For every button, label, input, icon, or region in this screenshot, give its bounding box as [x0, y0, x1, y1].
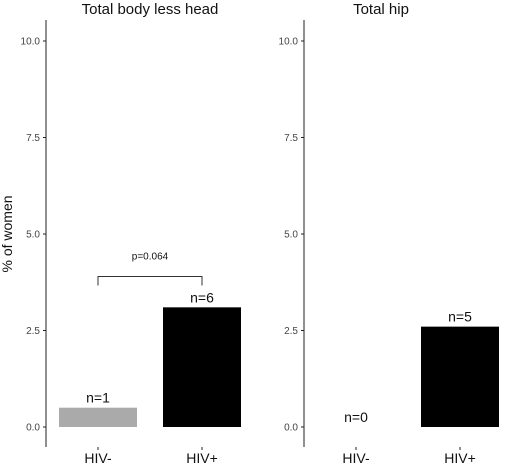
x-category-label: HIV- [342, 450, 370, 464]
x-category-label: HIV+ [444, 450, 476, 464]
y-tick-label: 2.5 [26, 326, 40, 337]
y-tick-label: 7.5 [26, 133, 40, 144]
y-tick-label: 5.0 [26, 230, 40, 241]
y-tick-label: 10.0 [21, 37, 41, 48]
bar-data-label: n=1 [86, 390, 110, 406]
bar-data-label: n=6 [190, 289, 214, 305]
bar [163, 307, 241, 427]
y-axis-label: % of women [0, 195, 15, 272]
y-tick-label: 0.0 [284, 423, 298, 434]
chart-title-1: Total hip [353, 1, 409, 18]
bar-data-label: n=5 [448, 309, 472, 325]
bar [421, 326, 499, 427]
y-tick-label: 7.5 [284, 133, 298, 144]
y-tick-label: 10.0 [279, 37, 299, 48]
y-tick-label: 0.0 [26, 423, 40, 434]
chart-title-0: Total body less head [82, 1, 219, 18]
p-value-label: p=0.064 [132, 251, 169, 262]
x-category-label: HIV+ [186, 450, 218, 464]
x-category-label: HIV- [84, 450, 112, 464]
y-tick-label: 5.0 [284, 230, 298, 241]
bar [59, 407, 137, 427]
significance-bracket [97, 275, 203, 286]
bar-data-label: n=0 [344, 409, 368, 425]
y-tick-label: 2.5 [284, 326, 298, 337]
